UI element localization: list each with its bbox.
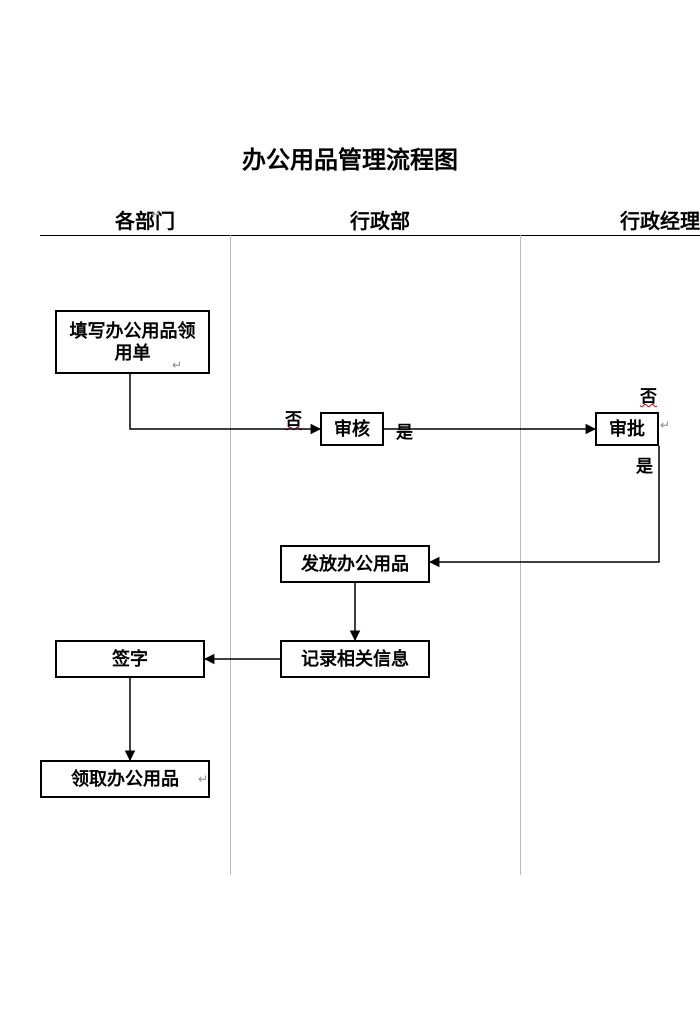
- node-sign: 签字: [55, 640, 205, 678]
- return-mark: ↵: [660, 418, 670, 433]
- node-fill-form: 填写办公用品领用单: [55, 310, 210, 374]
- edge-label-review-yes: 是: [396, 418, 413, 443]
- diagram-title: 办公用品管理流程图: [0, 140, 700, 175]
- swimlane-divider-1: [230, 235, 231, 875]
- node-review: 审核: [320, 412, 384, 446]
- node-receive: 领取办公用品: [40, 760, 210, 798]
- node-approve: 审批: [595, 412, 659, 446]
- flowchart-canvas: { "diagram": { "type": "flowchart", "wid…: [0, 0, 700, 1030]
- edge-e3: [430, 446, 659, 562]
- return-mark: ↵: [172, 358, 182, 373]
- edge-label-review-no: 否: [285, 405, 302, 430]
- header-separator: [40, 235, 700, 236]
- swimlane-divider-2: [520, 235, 521, 875]
- edge-label-approve-yes: 是: [636, 452, 653, 477]
- return-mark: ↵: [198, 772, 208, 787]
- node-issue: 发放办公用品: [280, 545, 430, 583]
- return-mark: ↵: [151, 207, 161, 222]
- node-record: 记录相关信息: [280, 640, 430, 678]
- edge-label-approve-no: 否: [640, 382, 657, 407]
